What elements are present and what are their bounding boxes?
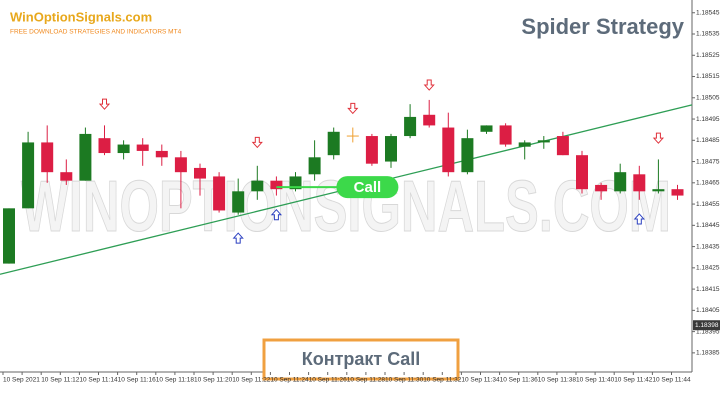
logo: WinOptionSignals.com	[10, 9, 152, 24]
y-tick-label: 1.18495	[696, 116, 720, 123]
x-tick-label: 10 Sep 11:38	[538, 377, 577, 384]
candle-body	[652, 189, 665, 192]
candle-body	[174, 157, 187, 173]
x-tick-label: 10 Sep 11:20	[194, 377, 233, 384]
candle-body	[41, 142, 54, 173]
candle-body	[327, 131, 340, 156]
x-tick-label: 10 Sep 11:28	[347, 377, 386, 384]
candle-body	[633, 174, 646, 192]
candle-body	[518, 142, 531, 147]
candle-body	[98, 138, 111, 154]
candle-body	[461, 138, 474, 173]
y-tick-label: 1.18415	[696, 286, 720, 293]
candle-body	[595, 184, 608, 192]
y-tick-label: 1.18445	[696, 222, 720, 229]
x-tick-label: 10 Sep 11:44	[652, 377, 691, 384]
y-tick-label: 1.18525	[696, 52, 720, 59]
y-tick-label: 1.18385	[696, 350, 720, 357]
candle-body	[289, 176, 302, 190]
caption-box	[262, 338, 460, 381]
candle-body	[442, 127, 455, 173]
x-tick-label: 10 Sep 11:14	[79, 377, 118, 384]
y-tick-label: 1.18435	[696, 243, 720, 250]
y-tick-label: 1.18405	[696, 307, 720, 314]
y-tick-label: 1.18505	[696, 95, 720, 102]
x-tick-label: 10 Sep 11:30	[385, 377, 424, 384]
chart-title: Spider Strategy	[521, 14, 684, 39]
x-tick-label: 10 Sep 11:24	[270, 377, 309, 384]
candle-body	[537, 140, 550, 143]
candle-body	[556, 136, 569, 156]
candle-body	[404, 116, 417, 137]
y-tick-label: 1.18395	[696, 328, 720, 335]
candle-body	[117, 144, 130, 154]
sell-arrow	[423, 79, 435, 91]
candle-body	[251, 180, 264, 192]
candle-body	[136, 144, 149, 151]
candle-body	[22, 142, 35, 209]
x-tick-label: 10 Sep 11:42	[614, 377, 653, 384]
current-price-box	[693, 320, 720, 331]
tagline: FREE DOWNLOAD STRATEGIES AND INDICATORS …	[10, 29, 182, 36]
x-tick-label: 10 Sep 11:18	[156, 377, 195, 384]
y-tick-label: 1.18425	[696, 265, 720, 272]
caption: Контракт Call	[302, 349, 421, 369]
current-price-label: 1.18398	[695, 322, 719, 329]
candle-body	[385, 136, 397, 162]
y-tick-label: 1.18455	[696, 201, 720, 208]
x-tick-label: 10 Sep 11:32	[423, 377, 462, 384]
candle-body	[308, 157, 321, 175]
candle-body	[60, 172, 73, 181]
candle-body	[213, 176, 226, 211]
y-tick-label: 1.18535	[696, 31, 720, 38]
x-tick-label: 10 Sep 11:22	[232, 377, 271, 384]
candle-body	[671, 189, 684, 196]
x-tick-label: 10 Sep 11:40	[576, 377, 615, 384]
sell-arrow	[347, 102, 359, 115]
x-tick-label: 10 Sep 11:34	[461, 377, 500, 384]
sell-arrow	[251, 136, 263, 149]
candle-body	[194, 167, 206, 179]
candle-body	[79, 133, 92, 181]
buy-arrow	[232, 232, 244, 244]
buy-arrow	[633, 213, 645, 225]
candle-body	[3, 208, 15, 264]
candle-body	[270, 180, 283, 190]
candle-body	[480, 125, 493, 132]
y-tick-label: 1.18485	[696, 137, 720, 144]
y-tick-label: 1.18475	[696, 158, 720, 165]
candle-body	[155, 150, 168, 158]
x-tick-label: 10 Sep 11:26	[309, 377, 348, 384]
x-tick-label: 10 Sep 2021	[3, 377, 40, 384]
sell-arrow	[652, 132, 665, 144]
candle-body	[614, 172, 627, 192]
candle-body	[365, 136, 378, 164]
buy-arrow	[270, 208, 283, 221]
candle-body	[423, 114, 436, 126]
x-tick-label: 10 Sep 11:16	[118, 377, 157, 384]
call-label: Call	[354, 179, 382, 196]
x-tick-label: 10 Sep 11:36	[500, 377, 539, 384]
candle-body	[232, 191, 245, 213]
x-tick-label: 10 Sep 11:12	[41, 377, 80, 384]
candle-body	[499, 125, 512, 145]
y-tick-label: 1.18515	[696, 73, 720, 80]
call-badge	[336, 176, 399, 199]
y-tick-label: 1.18545	[696, 9, 720, 16]
candle-body	[576, 155, 588, 190]
sell-arrow	[98, 98, 111, 110]
y-tick-label: 1.18465	[696, 180, 720, 187]
